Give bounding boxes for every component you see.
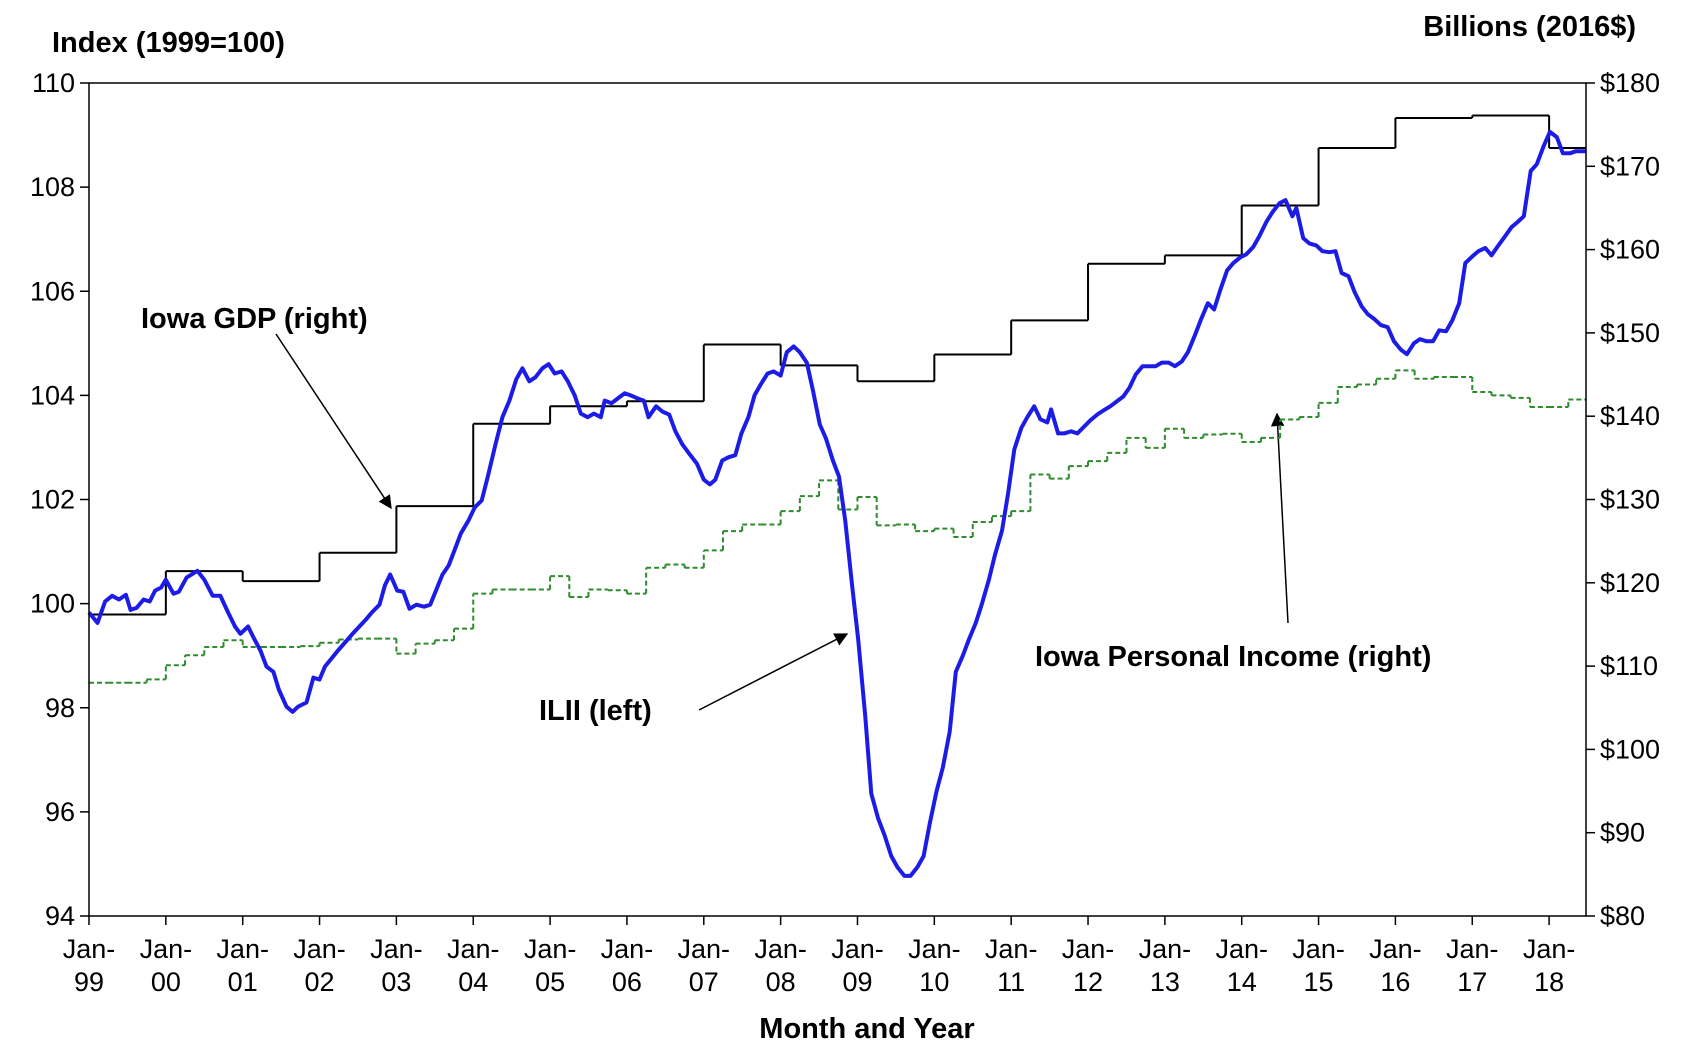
x-tick-label: Jan-18 [1523,934,1576,997]
y-tick-label: 96 [45,797,75,827]
y-tick-label: 104 [30,380,75,410]
y2-tick-label: $110 [1600,651,1658,681]
y2-tick-label: $130 [1600,485,1660,515]
x-tick-label: Jan-11 [985,934,1038,997]
x-tick-label: Jan-16 [1369,934,1422,997]
y2-tick-label: $90 [1600,818,1645,848]
y2-tick-label: $160 [1600,235,1660,265]
x-tick-label: Jan-03 [370,934,423,997]
y2-tick-label: $100 [1600,734,1660,764]
y-tick-label: 94 [45,901,75,931]
y-tick-label: 98 [45,693,75,723]
x-tick-label: Jan-14 [1215,934,1268,997]
annotation: ILII (left) [539,695,652,727]
annotation: Iowa Personal Income (right) [1035,641,1431,673]
y-tick-label: 110 [32,68,75,98]
y-tick-label: 106 [30,276,75,306]
y2-tick-label: $170 [1600,151,1660,181]
y2-tick-label: $180 [1600,68,1660,98]
x-tick-label: Jan-08 [754,934,807,997]
y2-tick-label: $80 [1600,901,1645,931]
x-tick-label: Jan-04 [447,934,500,997]
x-tick-label: Jan-13 [1139,934,1192,997]
y-tick-label: 100 [30,589,75,619]
x-tick-label: Jan-15 [1292,934,1345,997]
y-tick-label: 102 [30,485,75,515]
x-tick-label: Jan-10 [908,934,961,997]
plot-area: 94 96 98 100 102 104 106 108 110 $80 $90 $100 $110 $1… [30,68,1660,997]
y2-tick-label: $150 [1600,318,1660,348]
y-axis-title: Index (1999=100) [52,27,285,59]
x-tick-label: Jan-01 [216,934,269,997]
annotation-arrow [275,333,392,510]
annotation-arrow [1270,412,1289,624]
plot-border [88,82,1587,917]
x-tick-label: Jan-00 [140,934,193,997]
x-tick-label: Jan-09 [831,934,884,997]
y-tick-label: 108 [30,172,75,202]
x-tick-label: Jan-07 [678,934,731,997]
x-tick-label: Jan-02 [293,934,346,997]
x-axis-title: Month and Year [759,1013,974,1044]
y2-axis-title: Billions (2016$) [1423,11,1636,43]
x-tick-label: Jan-12 [1062,934,1115,997]
series-line [87,129,1586,878]
x-tick-label: Jan-99 [63,934,116,997]
annotation-arrow [698,633,849,711]
y2-tick-label: $140 [1600,401,1660,431]
x-tick-label: Jan-17 [1446,934,1499,997]
x-tick-label: Jan-05 [524,934,577,997]
annotation: Iowa GDP (right) [141,303,368,335]
y2-tick-label: $120 [1600,568,1660,598]
x-tick-label: Jan-06 [601,934,654,997]
